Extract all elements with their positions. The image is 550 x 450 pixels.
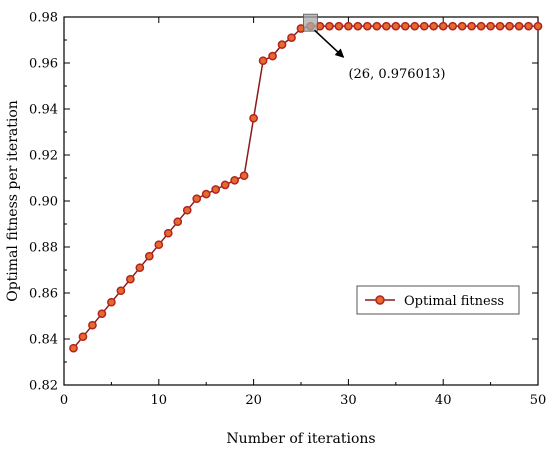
data-point xyxy=(486,21,495,31)
data-point xyxy=(211,185,221,194)
data-point xyxy=(533,21,543,31)
data-point xyxy=(258,56,268,66)
legend: Optimal fitness xyxy=(356,285,520,315)
plot-frame xyxy=(63,16,539,386)
data-point xyxy=(457,21,467,31)
y-tick-label: 0.94 xyxy=(29,103,58,118)
legend-marker-sample xyxy=(375,295,385,305)
data-point xyxy=(448,21,458,31)
data-point xyxy=(69,343,78,353)
data-point xyxy=(495,21,505,31)
data-point xyxy=(220,180,230,190)
data-point xyxy=(230,175,239,185)
x-axis-title: Number of iterations xyxy=(226,431,375,447)
x-tick-label: 0 xyxy=(60,393,68,408)
data-point xyxy=(372,21,382,31)
data-point xyxy=(201,189,211,199)
data-point xyxy=(144,251,154,261)
x-axis-ticks: 0 10 20 30 40 50 xyxy=(60,17,546,408)
y-tick-label: 0.84 xyxy=(29,333,58,348)
data-point xyxy=(419,21,429,31)
data-point xyxy=(239,171,249,181)
data-point xyxy=(476,21,486,31)
x-tick-label: 50 xyxy=(530,393,547,408)
y-axis-title: Optimal fitness per iteration xyxy=(5,100,21,302)
data-point xyxy=(467,21,476,31)
y-tick-label: 0.88 xyxy=(29,241,58,256)
legend-box xyxy=(356,285,520,315)
data-point xyxy=(391,21,401,31)
y-tick-label: 0.90 xyxy=(29,195,58,210)
data-point xyxy=(192,194,202,204)
data-point xyxy=(438,21,448,31)
data-point xyxy=(505,21,514,31)
data-point xyxy=(173,217,183,227)
x-tick-label: 30 xyxy=(340,393,357,408)
y-tick-label: 0.82 xyxy=(29,379,58,394)
data-point xyxy=(524,21,533,31)
data-point xyxy=(97,309,107,319)
data-point xyxy=(334,21,344,31)
data-point xyxy=(249,113,258,123)
data-point xyxy=(400,21,410,31)
data-point xyxy=(344,21,353,31)
data-point xyxy=(325,21,334,31)
data-point xyxy=(154,240,164,250)
y-tick-label: 0.86 xyxy=(29,287,58,302)
x-tick-label: 40 xyxy=(435,393,452,408)
data-point xyxy=(277,40,287,49)
x-tick-label: 20 xyxy=(245,393,262,408)
data-point xyxy=(514,21,524,31)
data-point xyxy=(78,332,88,342)
data-point xyxy=(410,21,420,31)
data-point xyxy=(429,21,439,31)
data-point xyxy=(182,205,192,215)
annotation-highlight-box xyxy=(303,13,318,32)
y-tick-label: 0.92 xyxy=(29,149,58,164)
x-tick-label: 10 xyxy=(151,393,168,408)
data-point xyxy=(268,51,277,61)
y-axis-ticks: 0.82 0.84 0.86 0.88 0.90 0.92 0.94 0.96 0.98 xyxy=(29,11,538,394)
data-point xyxy=(116,286,126,296)
data-point xyxy=(163,228,173,238)
data-point xyxy=(287,33,296,43)
data-point xyxy=(353,21,363,31)
data-point xyxy=(381,21,391,31)
annotation-label: (26, 0.976013) xyxy=(348,67,445,82)
annotation-arrow xyxy=(313,29,345,58)
y-tick-label: 0.96 xyxy=(29,57,58,72)
data-point xyxy=(126,274,135,284)
data-point xyxy=(88,320,97,330)
data-point xyxy=(135,263,145,273)
data-point xyxy=(363,21,372,31)
legend-label: Optimal fitness xyxy=(404,294,504,309)
y-tick-label: 0.98 xyxy=(29,11,58,26)
data-point xyxy=(107,297,116,307)
